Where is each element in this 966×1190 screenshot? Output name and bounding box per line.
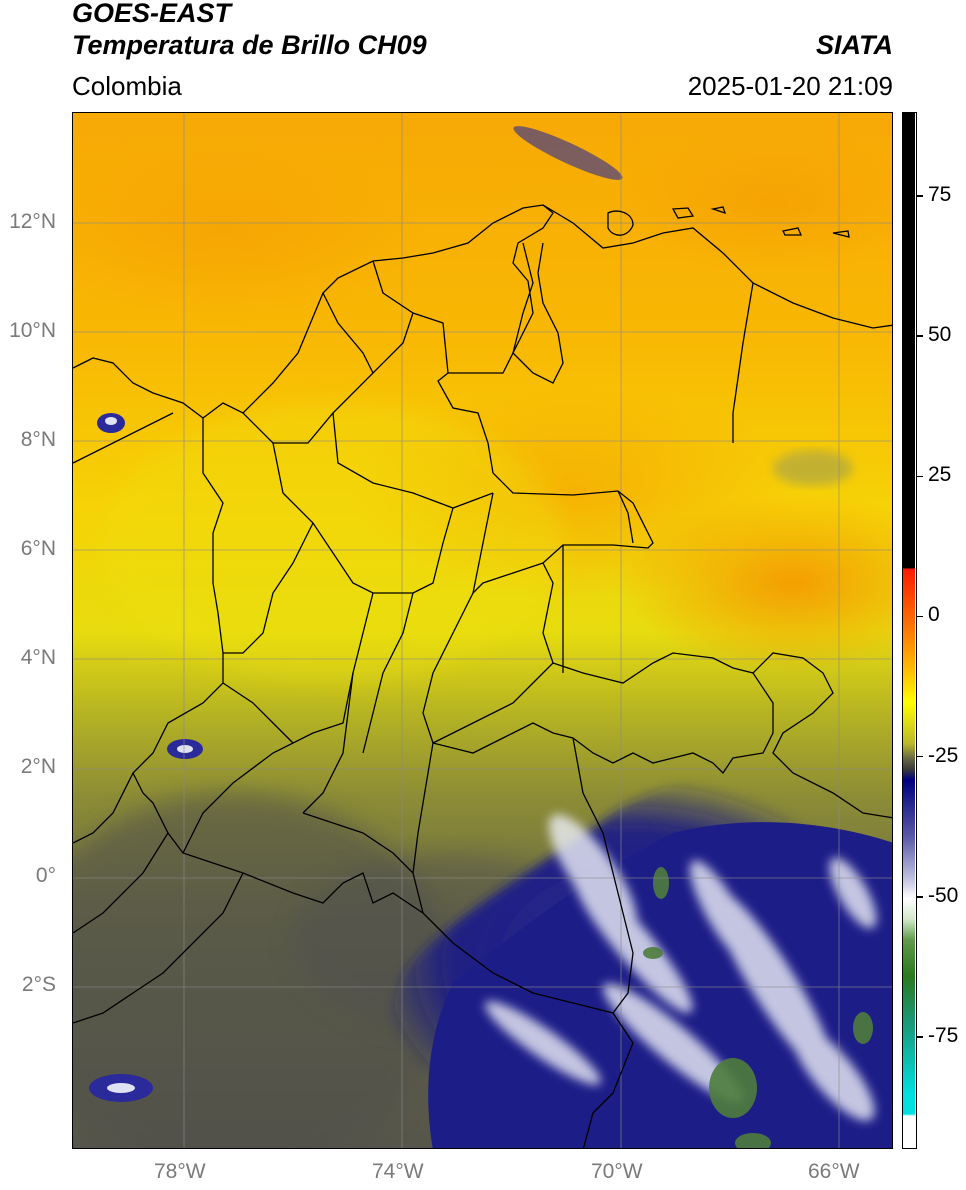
graticule [73, 113, 892, 1148]
lat-tick-label: 0° [35, 864, 56, 887]
satellite-map[interactable] [72, 112, 893, 1149]
colorbar-tick-label: -75 [928, 1023, 959, 1047]
colorbar-tick-mark [917, 195, 923, 197]
colorbar-tick-label: 75 [928, 183, 952, 207]
lat-tick-label: 2°S [21, 973, 56, 996]
colorbar-tick-label: 0 [928, 603, 940, 627]
colorbar-tick-mark [917, 335, 923, 337]
colorbar-tick-label: -50 [928, 883, 959, 907]
lon-tick-label: 78°W [154, 1160, 206, 1183]
colorbar-tick-mark [917, 475, 923, 478]
datetime-label: 2025-01-20 21:09 [687, 71, 893, 101]
colorbar-tick-label: 25 [928, 463, 952, 487]
map-svg [73, 113, 892, 1148]
boundaries [73, 204, 892, 1148]
colorbar-tick-label: -25 [928, 743, 959, 767]
lat-tick-label: 12°N [9, 210, 56, 233]
colorbar-tick-mark [917, 615, 923, 618]
colorbar-tick-mark [917, 896, 923, 898]
title-line-1: GOES-EAST [72, 0, 232, 28]
colorbar-tick-mark [917, 1036, 923, 1038]
colorbar [902, 112, 917, 1149]
lat-tick-label: 6°N [20, 537, 56, 560]
colorbar-tick-mark [917, 755, 923, 758]
venezuela-coast [542, 204, 892, 329]
lon-tick-label: 66°W [808, 1160, 860, 1183]
lon-tick-label: 70°W [591, 1160, 643, 1183]
colorbar-tick-label: 50 [928, 323, 952, 347]
lon-tick-label: 74°W [372, 1160, 424, 1183]
lat-tick-label: 2°N [20, 755, 56, 778]
lat-tick-label: 10°N [9, 319, 56, 342]
peru-brazil-border [422, 912, 634, 1148]
panama-coast [73, 357, 204, 419]
title-line-2: Temperatura de Brillo CH09 [72, 30, 427, 60]
lat-tick-label: 8°N [20, 428, 56, 451]
venezuela-brazil-border [752, 652, 892, 819]
colorbar-svg [903, 113, 915, 1147]
lat-tick-label: 4°N [20, 646, 56, 669]
ecuador-border [73, 772, 134, 844]
brand-label: SIATA [816, 30, 893, 60]
region-label: Colombia [72, 71, 182, 101]
